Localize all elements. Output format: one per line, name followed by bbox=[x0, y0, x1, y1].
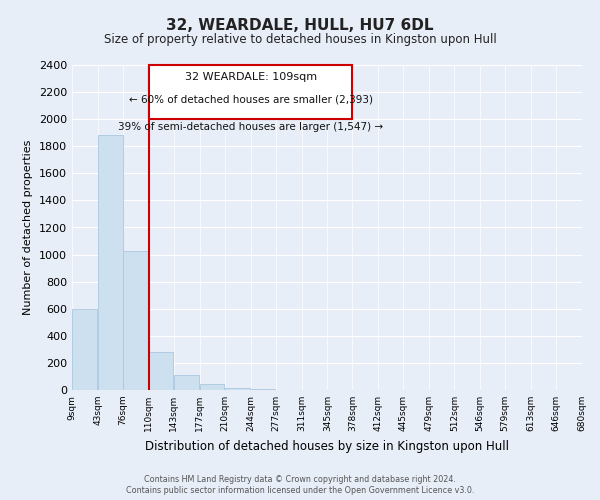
Text: ← 60% of detached houses are smaller (2,393): ← 60% of detached houses are smaller (2,… bbox=[128, 94, 373, 104]
Text: 32 WEARDALE: 109sqm: 32 WEARDALE: 109sqm bbox=[185, 72, 317, 82]
Text: Contains HM Land Registry data © Crown copyright and database right 2024.: Contains HM Land Registry data © Crown c… bbox=[144, 475, 456, 484]
Text: Contains public sector information licensed under the Open Government Licence v3: Contains public sector information licen… bbox=[126, 486, 474, 495]
Bar bbox=[124, 250, 148, 390]
FancyBboxPatch shape bbox=[149, 65, 352, 119]
Y-axis label: Number of detached properties: Number of detached properties bbox=[23, 140, 34, 315]
Bar bbox=[73, 308, 97, 390]
Bar bbox=[98, 136, 122, 390]
Bar bbox=[200, 384, 224, 390]
Bar bbox=[225, 388, 250, 390]
Text: Size of property relative to detached houses in Kingston upon Hull: Size of property relative to detached ho… bbox=[104, 32, 496, 46]
X-axis label: Distribution of detached houses by size in Kingston upon Hull: Distribution of detached houses by size … bbox=[145, 440, 509, 452]
Bar bbox=[174, 375, 199, 390]
Text: 39% of semi-detached houses are larger (1,547) →: 39% of semi-detached houses are larger (… bbox=[118, 122, 383, 132]
Text: 32, WEARDALE, HULL, HU7 6DL: 32, WEARDALE, HULL, HU7 6DL bbox=[166, 18, 434, 32]
Bar bbox=[149, 352, 173, 390]
